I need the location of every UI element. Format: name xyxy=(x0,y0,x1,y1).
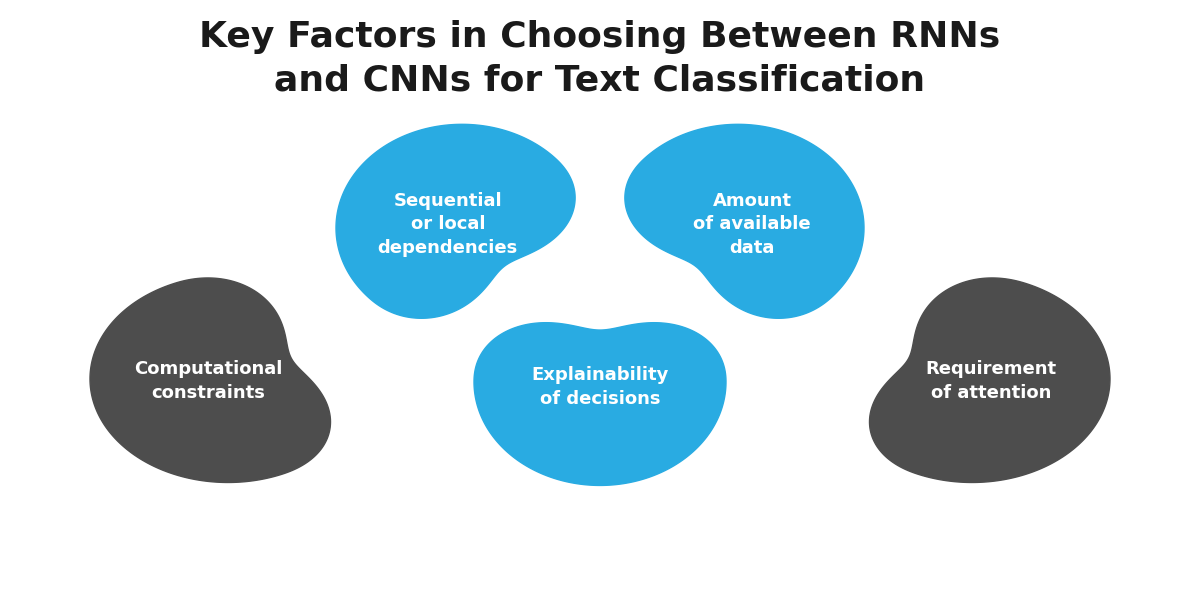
Text: Sequential
or local
dependencies: Sequential or local dependencies xyxy=(378,191,518,257)
Text: Key Factors in Choosing Between RNNs
and CNNs for Text Classification: Key Factors in Choosing Between RNNs and… xyxy=(199,21,1001,98)
Text: Computational
constraints: Computational constraints xyxy=(134,360,283,402)
Polygon shape xyxy=(474,323,726,485)
Polygon shape xyxy=(90,278,330,482)
Text: Requirement
of attention: Requirement of attention xyxy=(926,360,1057,402)
Polygon shape xyxy=(625,124,864,318)
Polygon shape xyxy=(336,124,575,318)
Text: Amount
of available
data: Amount of available data xyxy=(694,191,811,257)
Polygon shape xyxy=(870,278,1110,482)
Text: Explainability
of decisions: Explainability of decisions xyxy=(532,366,668,408)
